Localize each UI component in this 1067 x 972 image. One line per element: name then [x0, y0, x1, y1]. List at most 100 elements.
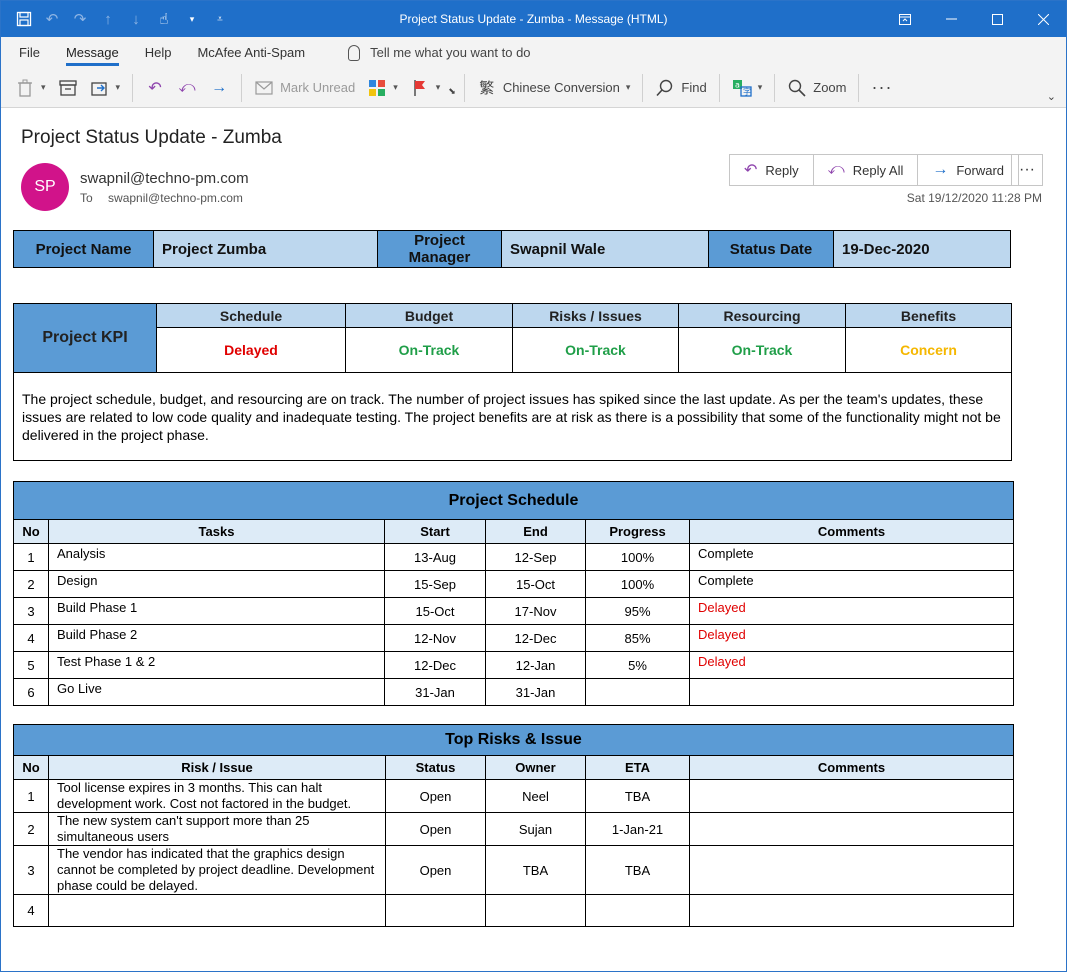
row-task: Analysis [48, 543, 385, 571]
categorize-icon [367, 78, 387, 98]
undo-icon[interactable]: ↶ [45, 11, 59, 28]
delete-button[interactable]: ▾ [1, 72, 52, 104]
table-row: 3 The vendor has indicated that the grap… [13, 845, 1014, 895]
col-comments: Comments [689, 519, 1014, 544]
touch-mode-icon[interactable]: ☝ [159, 11, 169, 28]
kpi-header-benefits: Benefits [845, 303, 1012, 328]
reply-icon: ↶ [148, 79, 162, 97]
categorize-button[interactable]: ▾ [361, 72, 404, 104]
reply-all-label: Reply All [852, 162, 904, 178]
mark-unread-label: Mark Unread [280, 80, 356, 95]
forward-button[interactable]: → Forward [918, 155, 1018, 185]
col-no: No [13, 519, 49, 544]
zoom-button[interactable]: Zoom [781, 72, 852, 104]
row-no: 1 [13, 779, 49, 813]
project-kpi-table: Project KPI Schedule Budget Risks / Issu… [13, 303, 1012, 461]
row-start: 13-Aug [384, 543, 486, 571]
customize-toolbar-icon[interactable]: ⩡ [217, 13, 223, 25]
ribbon-separator [774, 73, 776, 102]
chinese-conversion-button[interactable]: 繁 Chinese Conversion ▾ [471, 72, 637, 104]
project-kpi-label: Project KPI [13, 303, 157, 373]
row-end: 12-Dec [485, 624, 586, 652]
col-tasks: Tasks [48, 519, 385, 544]
schedule-title: Project Schedule [13, 481, 1014, 520]
row-task: Build Phase 2 [48, 624, 385, 652]
lightbulb-icon [348, 44, 361, 61]
row-end: 31-Jan [485, 678, 586, 706]
row-risk [48, 894, 386, 927]
row-comment [689, 678, 1014, 706]
chevron-down-icon: ▾ [41, 82, 46, 92]
tab-file[interactable]: File [19, 45, 40, 60]
envelope-icon [254, 78, 274, 98]
col-progress: Progress [585, 519, 690, 544]
project-summary-table: Project Name Project Zumba Project Manag… [13, 230, 1011, 268]
reply-ribbon-button[interactable]: ↶ [139, 72, 171, 104]
row-start: 12-Dec [384, 651, 486, 679]
dialog-launcher-button[interactable]: ⬊ [446, 75, 458, 107]
reply-button[interactable]: ↶ Reply [730, 155, 814, 185]
avatar[interactable]: SP [21, 163, 69, 211]
ribbon: ▾ ▾ ↶ ⤺ → Mark Unread ▾ ▾ [1, 68, 1066, 108]
maximize-icon[interactable] [974, 1, 1020, 37]
ribbon-separator [642, 73, 644, 102]
forward-icon: → [211, 78, 228, 96]
find-button[interactable]: Find [649, 72, 712, 104]
ribbon-display-options-icon[interactable] [882, 1, 928, 37]
col-no: No [13, 755, 49, 780]
row-no: 2 [13, 812, 49, 846]
project-name-label: Project Name [13, 230, 154, 268]
row-eta: TBA [585, 779, 690, 813]
row-no: 3 [13, 845, 49, 895]
mark-unread-button[interactable]: Mark Unread [248, 72, 361, 104]
close-icon[interactable] [1020, 1, 1066, 37]
sender-address[interactable]: swapnil@techno-pm.com [80, 170, 249, 187]
tab-help[interactable]: Help [144, 45, 172, 60]
more-options-icon: ··· [871, 77, 893, 97]
recipient-address[interactable]: swapnil@techno-pm.com [108, 191, 243, 205]
minimize-icon[interactable] [928, 1, 974, 37]
ribbon-collapse-button[interactable]: ⌄ [1041, 86, 1062, 106]
chevron-down-icon: ▾ [115, 82, 121, 92]
row-task: Build Phase 1 [48, 597, 385, 625]
tab-mcafee-anti-spam[interactable]: McAfee Anti-Spam [197, 45, 306, 60]
follow-up-button[interactable]: ▾ [404, 72, 447, 104]
more-actions-button[interactable]: ··· [1011, 154, 1043, 186]
message-subject: Project Status Update - Zumba [21, 127, 282, 148]
tab-message[interactable]: Message [53, 37, 132, 68]
forward-label: Forward [956, 162, 1005, 178]
col-status: Status [385, 755, 486, 780]
zoom-label: Zoom [813, 80, 847, 95]
message-date: Sat 19/12/2020 11:28 PM [906, 191, 1042, 205]
move-button[interactable]: ▾ [84, 72, 127, 104]
forward-ribbon-button[interactable]: → [203, 72, 235, 104]
tell-me-search[interactable]: Tell me what you want to do [348, 44, 531, 61]
kpi-header-schedule: Schedule [156, 303, 346, 328]
archive-button[interactable] [52, 72, 84, 104]
ribbon-separator [241, 73, 243, 102]
table-row: 5 Test Phase 1 & 2 12-Dec 12-Jan 5% Dela… [13, 651, 1014, 679]
kpi-status-schedule: Delayed [156, 327, 346, 373]
ribbon-separator [858, 73, 860, 102]
kpi-header-risks: Risks / Issues [512, 303, 679, 328]
row-end: 15-Oct [485, 570, 586, 598]
row-no: 4 [13, 624, 49, 652]
save-icon[interactable] [13, 8, 35, 30]
reply-all-button[interactable]: ⤺ Reply All [814, 155, 919, 185]
more-options-icon: ··· [1019, 161, 1035, 178]
previous-item-icon[interactable]: ↑ [104, 10, 112, 28]
row-start: 31-Jan [384, 678, 486, 706]
more-commands-button[interactable]: ··· [865, 72, 898, 104]
chevron-down-icon: ⌄ [1046, 90, 1056, 103]
row-progress: 85% [585, 624, 690, 652]
col-eta: ETA [585, 755, 690, 780]
chevron-down-icon[interactable]: ▾ [189, 13, 195, 24]
redo-icon[interactable]: ↷ [73, 11, 87, 28]
next-item-icon[interactable]: ↓ [132, 10, 140, 28]
ribbon-separator [132, 73, 134, 102]
reply-all-ribbon-button[interactable]: ⤺ [171, 72, 203, 104]
zoom-icon [787, 78, 807, 98]
svg-text:a: a [735, 80, 740, 89]
row-comment [689, 812, 1014, 846]
